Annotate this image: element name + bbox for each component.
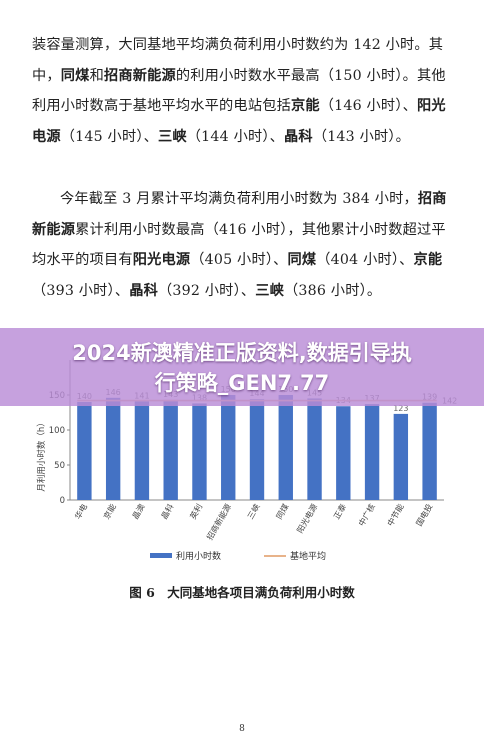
bar xyxy=(336,406,351,500)
x-tick-label: 同煤 xyxy=(274,502,291,521)
text: （392 小时）、 xyxy=(158,282,256,299)
text: （393 小时）、 xyxy=(32,282,130,299)
banner-line-1: 2024新澳精准正版资料,数据引导执 xyxy=(72,341,412,365)
bar xyxy=(163,399,178,500)
paragraph-1: 装容量测算，大同基地平均满负荷利用小时数约为 142 小时。其中，同煤和招商新能… xyxy=(32,30,452,152)
bar-chart: 050100150月利用小时数（h）140华电146京能141晶澳143晶科13… xyxy=(36,360,457,562)
x-tick-label: 晶澳 xyxy=(130,502,147,521)
text: 的利用小时数水平最高（150 小时）。其他利用小时数高于基地平均水平的电站包括 xyxy=(32,67,446,115)
text: （405 小时）、 xyxy=(190,252,288,268)
bar xyxy=(307,398,322,500)
x-tick-label: 招商新能源 xyxy=(204,502,233,542)
text: （404 小时）、 xyxy=(316,252,414,268)
y-tick-label: 50 xyxy=(54,461,65,471)
paragraph-2: 今年截至 3 月累计平均满负荷利用小时数为 384 小时，招商新能源累计利用小时… xyxy=(32,184,452,306)
bar xyxy=(105,397,121,500)
highlight-sanxia: 三峡 xyxy=(255,282,285,299)
text: （145 小时）、 xyxy=(60,128,159,145)
highlight-jingneng: 京能 xyxy=(413,252,443,268)
page-number: 8 xyxy=(239,724,245,734)
highlight-zhaoshang: 招商新能源 xyxy=(32,191,447,238)
figure-caption: 图 6 大同基地各项目满负荷利用小时数 xyxy=(129,585,355,600)
x-tick-label: 中广核 xyxy=(356,502,377,528)
x-tick-label: 正泰 xyxy=(331,502,348,521)
x-tick-label: 晶科 xyxy=(159,502,176,521)
banner-line-2: 行策略_GEN7.77 xyxy=(154,371,330,395)
bar xyxy=(77,402,92,500)
bar xyxy=(249,399,265,500)
overlay-banner xyxy=(0,328,484,406)
bar xyxy=(393,413,409,500)
text: （386 小时）。 xyxy=(284,282,382,299)
x-tick-label: 中节能 xyxy=(385,502,406,528)
highlight-yangguang: 阳光电源 xyxy=(132,252,191,268)
highlight-tongmei: 同煤 xyxy=(287,252,317,268)
bar xyxy=(278,395,293,500)
highlight-jingke: 晶科 xyxy=(129,282,159,299)
highlight-zhaoshang: 招商新能源 xyxy=(103,67,176,84)
text: 和 xyxy=(89,67,104,84)
highlight-jingke: 晶科 xyxy=(284,128,313,145)
text: 累计利用小时数最高（416 小时），其他累计小时数超过平均水平的项目有 xyxy=(32,221,446,269)
banner-title: 2024新澳精准正版资料,数据引导执 行策略_GEN7.77 xyxy=(0,338,484,398)
text: （144 小时）、 xyxy=(186,128,285,145)
text: （146 小时）、 xyxy=(319,98,417,114)
text: 今年截至 3 月累计平均满负荷利用小时数为 384 小时， xyxy=(60,191,418,207)
bar xyxy=(422,402,437,500)
bar xyxy=(221,395,236,500)
legend-label-average: 基地平均 xyxy=(290,550,326,562)
bar xyxy=(364,404,380,500)
legend-swatch-bars xyxy=(150,553,172,558)
legend-label-bars: 利用小时数 xyxy=(176,550,221,562)
text: （143 小时）。 xyxy=(312,128,411,145)
bar xyxy=(192,403,207,500)
x-tick-label: 阳光电源 xyxy=(295,502,320,535)
x-tick-label: 英利 xyxy=(188,502,205,521)
y-tick-label: 100 xyxy=(49,426,65,436)
highlight-yangguang: 阳光电源 xyxy=(32,98,446,145)
y-axis-label: 月利用小时数（h） xyxy=(36,418,47,491)
x-tick-label: 京能 xyxy=(101,502,118,521)
bar-value-label: 123 xyxy=(393,404,408,413)
highlight-tongmei: 同煤 xyxy=(60,67,90,84)
highlight-sanxia: 三峡 xyxy=(158,128,187,145)
x-tick-label: 华电 xyxy=(72,502,89,521)
text: 装容量测算，大同基地平均满负荷利用小时数约为 142 小时。其中， xyxy=(32,37,444,84)
y-tick-label: 0 xyxy=(60,496,65,506)
highlight-jingneng: 京能 xyxy=(290,98,320,114)
x-tick-label: 三峡 xyxy=(245,502,262,521)
bar xyxy=(134,401,150,500)
x-tick-label: 国电投 xyxy=(414,502,435,528)
